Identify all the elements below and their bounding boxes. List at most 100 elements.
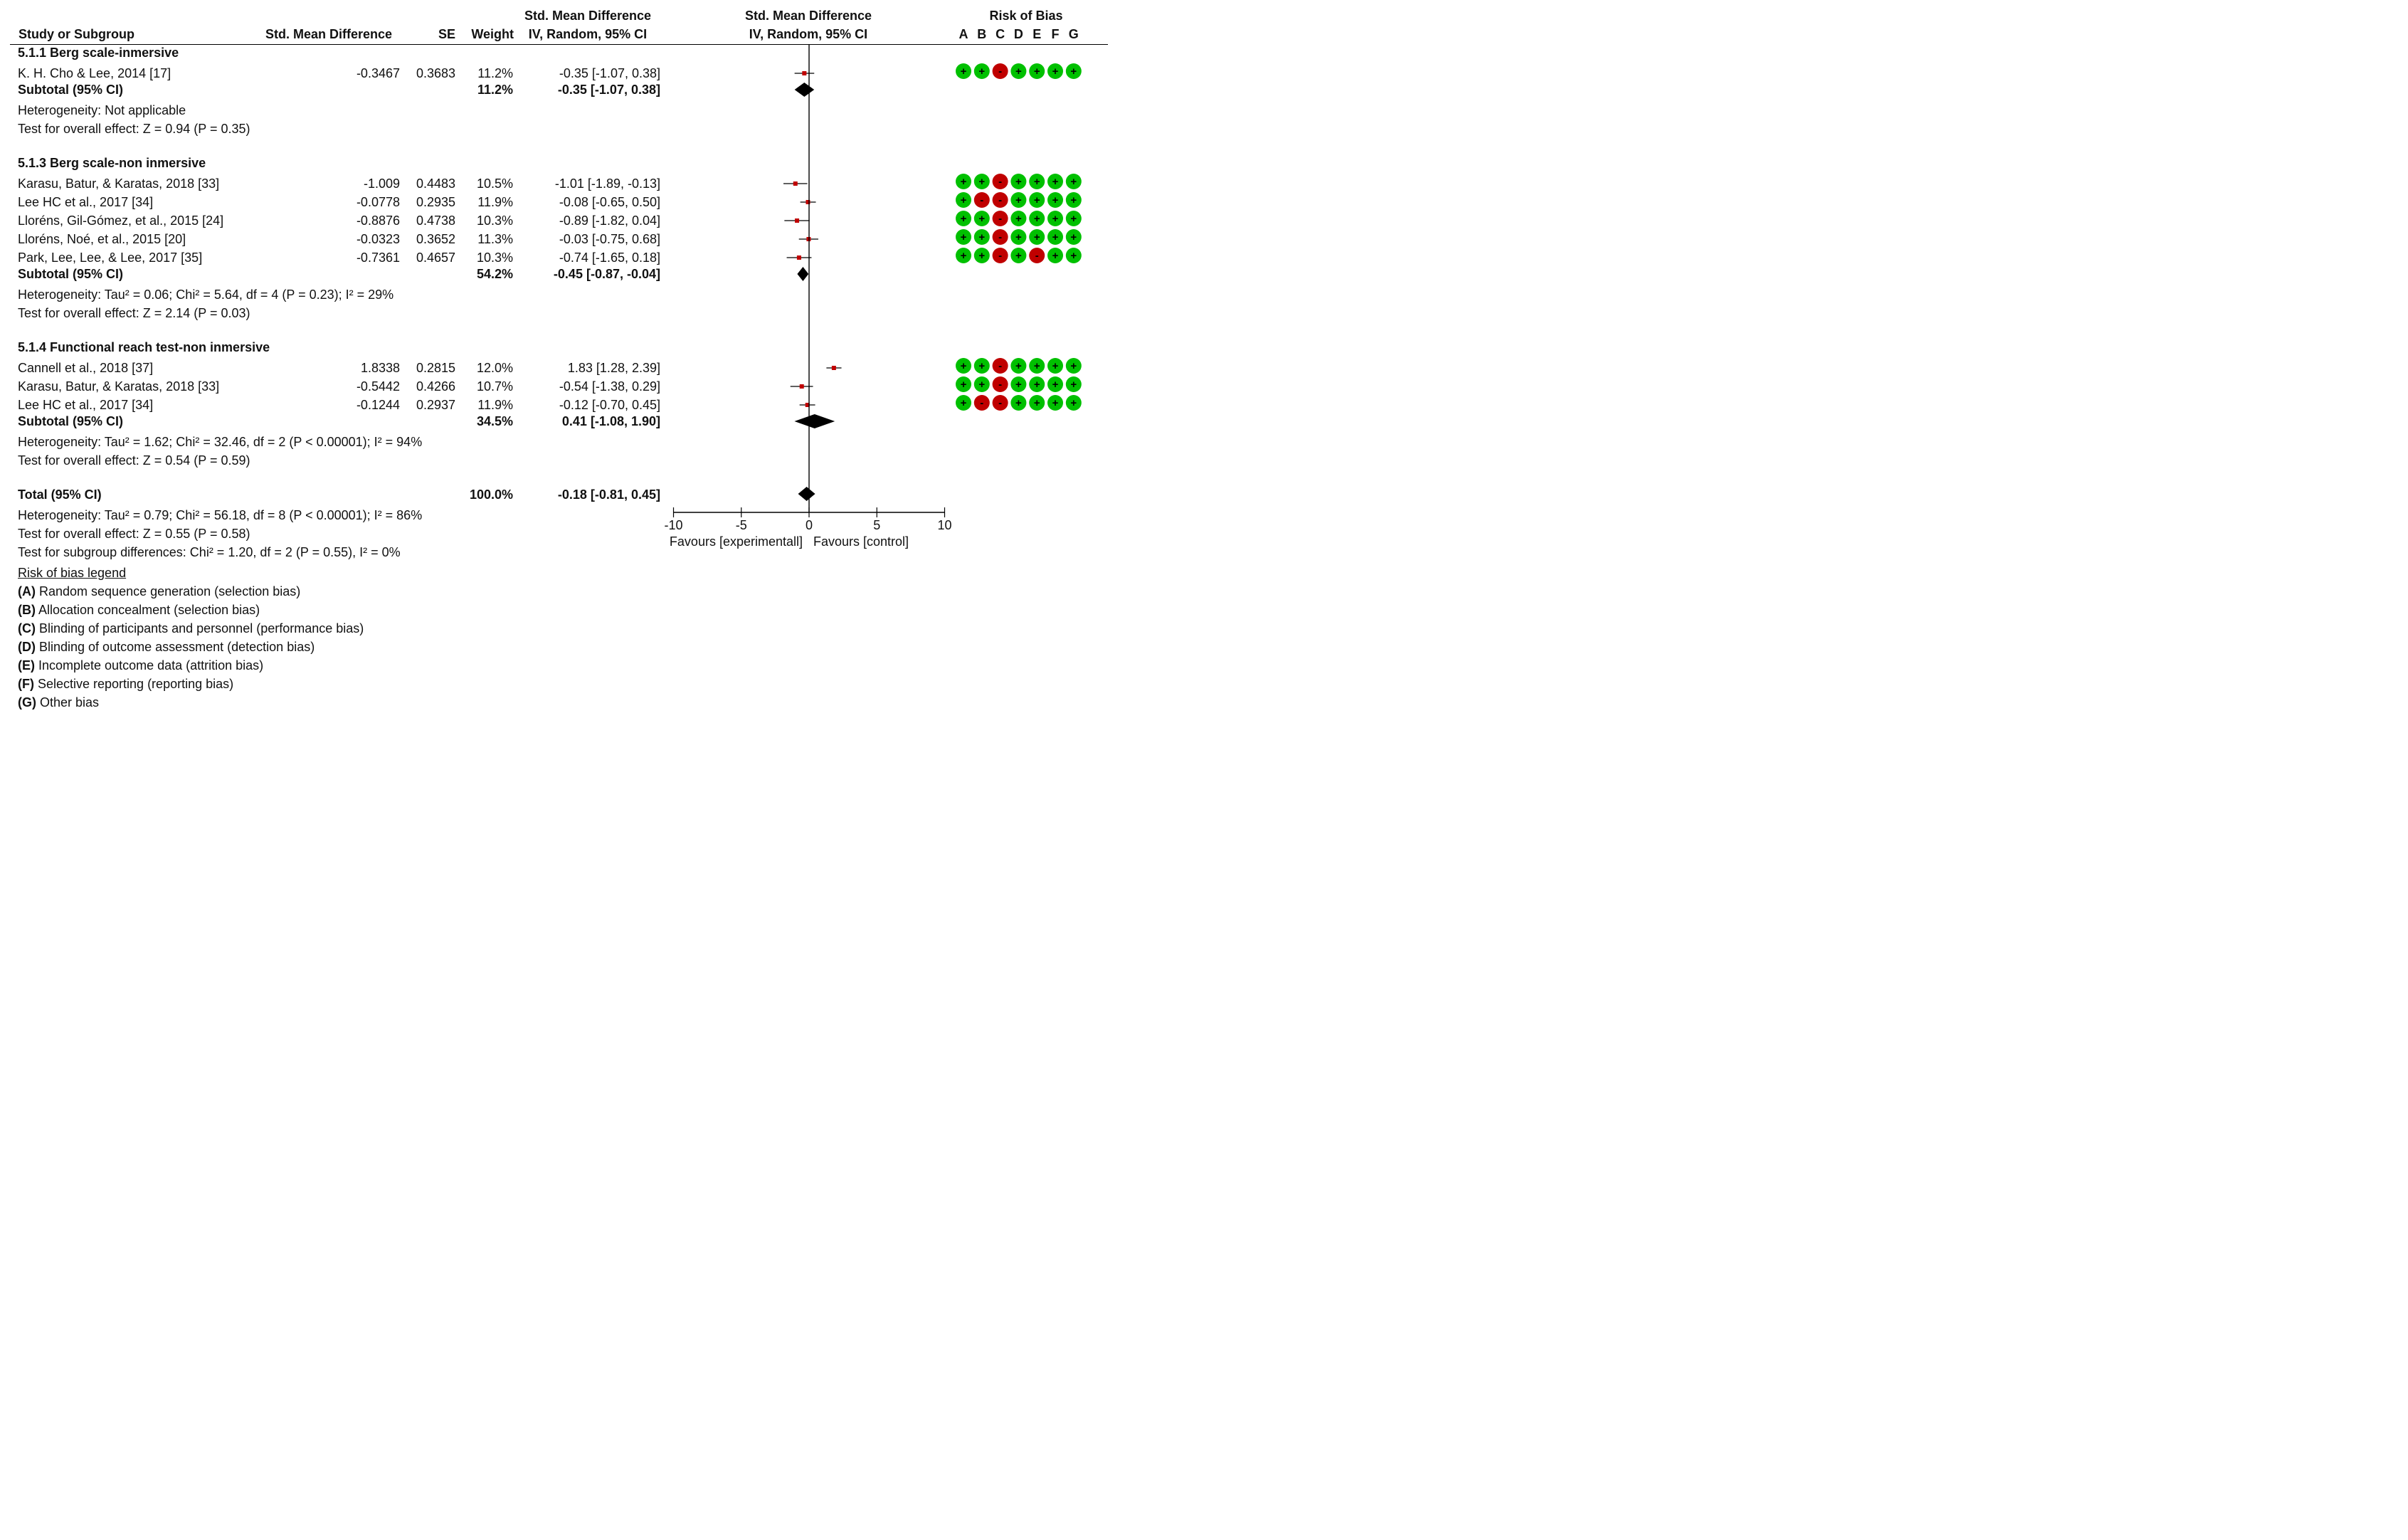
risk-sign: + xyxy=(1070,250,1077,262)
legend-key: (E) xyxy=(18,658,35,673)
x-tick-label: 10 xyxy=(937,518,951,532)
legend-key: (F) xyxy=(18,677,34,691)
study-weight: 12.0% xyxy=(476,361,513,375)
risk-sign: + xyxy=(1052,176,1059,188)
study-weight: 11.9% xyxy=(477,398,513,412)
header-ci-top: Std. Mean Difference xyxy=(524,9,652,23)
high-risk-icon xyxy=(992,192,1008,208)
low-risk-icon xyxy=(973,229,990,245)
high-risk-icon xyxy=(992,376,1008,392)
header-se: SE xyxy=(438,27,455,41)
high-risk-icon xyxy=(1029,248,1045,263)
low-risk-icon xyxy=(956,63,971,79)
subgroup-title: 5.1.4 Functional reach test-non inmersiv… xyxy=(18,340,270,354)
point-estimate xyxy=(805,403,810,407)
risk-sign: + xyxy=(1015,194,1022,206)
risk-sign: - xyxy=(998,360,1002,372)
low-risk-icon xyxy=(1029,358,1045,374)
rob-column-letter: B xyxy=(977,27,986,41)
high-risk-icon xyxy=(992,174,1008,189)
study-name: Lee HC et al., 2017 [34] xyxy=(18,398,154,412)
study-ci: -0.35 [-1.07, 0.38] xyxy=(559,66,660,80)
header-study: Study or Subgroup xyxy=(19,27,134,41)
low-risk-icon xyxy=(1010,229,1027,245)
risk-sign: + xyxy=(1070,65,1077,78)
low-risk-icon xyxy=(1065,229,1082,245)
low-risk-icon xyxy=(1029,63,1045,79)
low-risk-icon xyxy=(1029,174,1045,189)
risk-sign: + xyxy=(961,360,967,372)
legend-item: (D) Blinding of outcome assessment (dete… xyxy=(18,640,315,654)
low-risk-icon xyxy=(1029,376,1045,392)
risk-sign: + xyxy=(978,360,985,372)
study-se: 0.2937 xyxy=(416,398,455,412)
risk-sign: + xyxy=(1034,213,1040,225)
study-ci: -0.74 [-1.65, 0.18] xyxy=(559,250,660,265)
high-risk-icon xyxy=(992,248,1008,263)
study-se: 0.4657 xyxy=(416,250,455,265)
study-name: Karasu, Batur, & Karatas, 2018 [33] xyxy=(18,379,220,394)
low-risk-icon xyxy=(1029,229,1045,245)
x-tick-label: 0 xyxy=(806,518,813,532)
point-estimate xyxy=(831,366,836,370)
study-weight: 11.3% xyxy=(477,232,513,246)
risk-sign: + xyxy=(1052,379,1059,391)
high-risk-icon xyxy=(992,358,1008,374)
high-risk-icon xyxy=(973,192,990,208)
point-estimate xyxy=(793,181,798,186)
low-risk-icon xyxy=(1047,376,1063,392)
low-risk-icon xyxy=(1065,376,1082,392)
subtotal-label: Subtotal (95% CI) xyxy=(18,267,124,281)
low-risk-icon xyxy=(1010,174,1027,189)
study-se: 0.4483 xyxy=(416,176,455,191)
subtotal-weight: 11.2% xyxy=(477,83,513,97)
study-weight: 11.9% xyxy=(477,195,513,209)
risk-sign: - xyxy=(998,397,1002,409)
legend-title: Risk of bias legend xyxy=(18,566,127,580)
legend-text: Blinding of participants and personnel (… xyxy=(36,621,364,635)
study-smd: -0.5442 xyxy=(356,379,400,394)
risk-sign: + xyxy=(978,213,985,225)
study-name: Lloréns, Gil-Gómez, et al., 2015 [24] xyxy=(18,213,224,228)
legend-item: (C) Blinding of participants and personn… xyxy=(18,621,364,635)
high-risk-icon xyxy=(992,229,1008,245)
study-name: Cannell et al., 2018 [37] xyxy=(18,361,154,375)
legend-item: (B) Allocation concealment (selection bi… xyxy=(18,603,260,617)
low-risk-icon xyxy=(1065,192,1082,208)
low-risk-icon xyxy=(1047,174,1063,189)
overall-effect-text: Test for overall effect: Z = 2.14 (P = 0… xyxy=(18,306,250,320)
subgroup-differences: Test for subgroup differences: Chi² = 1.… xyxy=(18,545,401,559)
study-ci: -0.89 [-1.82, 0.04] xyxy=(559,213,660,228)
risk-sign: + xyxy=(1052,360,1059,372)
low-risk-icon xyxy=(1065,174,1082,189)
header-ci-bottom: IV, Random, 95% CI xyxy=(528,27,648,41)
legend-key: (C) xyxy=(18,621,36,635)
header-rule xyxy=(10,44,1108,45)
risk-sign: + xyxy=(1034,231,1040,243)
low-risk-icon xyxy=(956,192,971,208)
low-risk-icon xyxy=(1047,248,1063,263)
study-smd: -0.0778 xyxy=(356,195,400,209)
heterogeneity-text: Heterogeneity: Tau² = 0.06; Chi² = 5.64,… xyxy=(18,288,394,302)
low-risk-icon xyxy=(1065,211,1082,226)
risk-sign: + xyxy=(1015,231,1022,243)
legend-key: (B) xyxy=(18,603,36,617)
risk-sign: - xyxy=(998,250,1002,262)
risk-sign: + xyxy=(961,250,967,262)
header-weight: Weight xyxy=(471,27,514,41)
study-se: 0.2935 xyxy=(416,195,455,209)
low-risk-icon xyxy=(973,211,990,226)
low-risk-icon xyxy=(1029,192,1045,208)
legend-key: (G) xyxy=(18,695,36,710)
low-risk-icon xyxy=(1010,248,1027,263)
risk-sign: + xyxy=(1070,194,1077,206)
low-risk-icon xyxy=(973,248,990,263)
risk-sign: + xyxy=(1015,360,1022,372)
low-risk-icon xyxy=(956,229,971,245)
rob-column-letter: F xyxy=(1052,27,1060,41)
low-risk-icon xyxy=(956,395,971,411)
risk-sign: + xyxy=(1052,65,1059,78)
rob-column-letter: A xyxy=(959,27,968,41)
subtotal-diamond xyxy=(797,267,809,281)
legend-text: Incomplete outcome data (attrition bias) xyxy=(35,658,264,673)
